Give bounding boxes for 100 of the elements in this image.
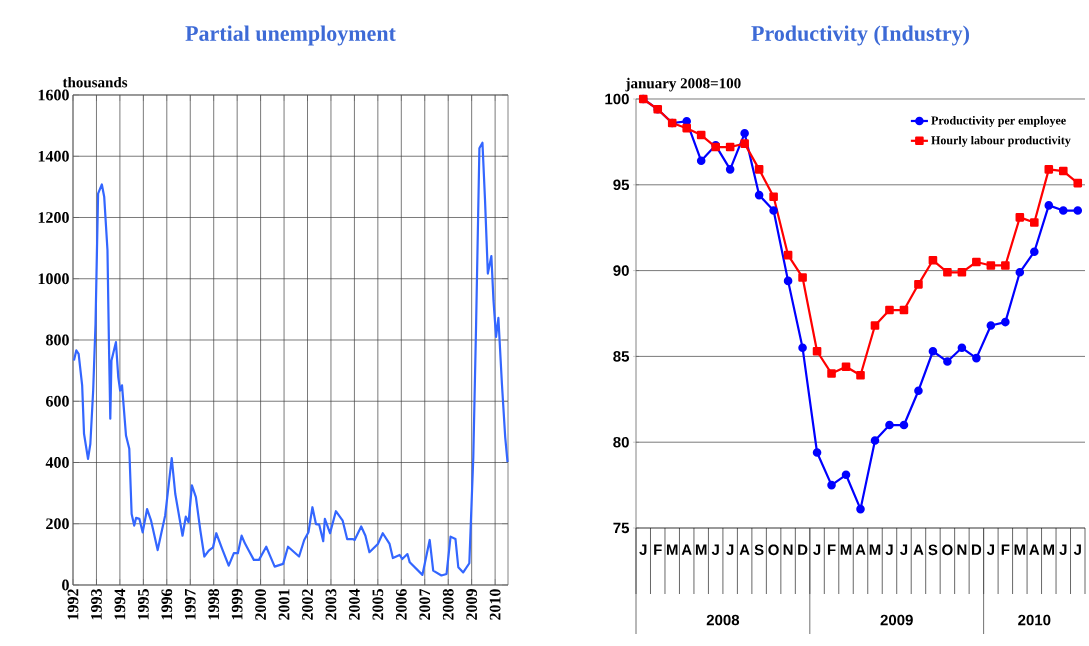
x-tick-label: 2002 [302,589,313,620]
x-tick-label: O [768,544,779,556]
point [1073,206,1083,215]
x-tick-label: 1993 [91,589,102,620]
x-tick-label: M [1014,544,1026,555]
x-tick-label: S [928,544,938,556]
point [769,192,778,202]
y-tick-label: 400 [45,457,69,468]
x-tick-label: A [681,544,692,555]
y-tick-label: 1200 [38,212,69,223]
x-tick-label: S [754,544,764,556]
point [827,480,836,490]
x-tick-label: 2003 [325,589,337,620]
y-tick-label: 800 [46,334,69,346]
x-tick-label: D [798,544,808,555]
point [812,448,822,457]
y-tick-label: 85 [613,351,630,362]
x-tick-label: N [957,544,967,555]
y-tick-label: 80 [613,436,629,448]
y-tick-label: 75 [613,522,630,534]
x-tick-label: 1994 [114,588,126,620]
x-tick-label: 1996 [161,589,173,620]
point [682,123,691,133]
point [914,386,923,396]
point [1058,206,1068,215]
point [1030,218,1039,227]
x-tick-label: A [1029,544,1040,555]
point [740,129,749,138]
x-tick-label: 1992 [67,589,79,620]
x-tick-label: 1997 [184,588,196,620]
point [827,369,836,378]
point [798,273,807,282]
point [769,206,778,215]
point [986,261,996,270]
y-tick-label: 1600 [38,89,69,101]
x-tick-label: N [783,544,793,555]
point [928,346,938,356]
point [725,165,735,174]
x-tick-label: J [813,544,821,555]
x-tick-label: M [869,544,881,555]
point [943,268,952,277]
y-tick-label: 200 [46,518,69,530]
x-tick-label: A [739,544,750,555]
x-tick-label: O [942,544,953,556]
x-tick-label: J [900,544,908,555]
point [696,130,706,140]
point [972,353,981,363]
point [1044,201,1054,210]
x-tick-label: 2000 [255,589,267,620]
x-tick-label: J [986,544,994,555]
point [899,305,909,315]
point [928,256,938,265]
x-tick-label: M [840,544,852,555]
x-tick-label: M [1043,544,1055,555]
point [943,357,952,366]
legend-label: Productivity per employee [931,116,1066,127]
point [1015,268,1025,277]
point [798,343,807,353]
point [812,346,822,356]
point [856,504,865,514]
point [740,139,749,148]
point [856,370,865,380]
x-tick-label: J [1059,544,1067,555]
y-tick-label: 90 [613,265,629,276]
x-tick-label: F [827,544,836,555]
point [696,156,706,166]
point [899,420,909,430]
point [914,280,923,289]
x-tick-label: F [1001,544,1010,555]
x-tick-label: 2005 [372,589,384,620]
point [1044,165,1054,174]
point [957,268,967,277]
point [986,321,996,330]
x-tick-label: 2007 [419,588,431,620]
x-tick-label: 1998 [208,589,220,620]
point [1073,178,1083,188]
x-tick-label: D [971,544,982,555]
y-tick-label: 0 [62,579,69,591]
x-tick-label: M [695,544,707,555]
point [754,190,764,200]
point [1001,317,1010,327]
x-tick-label: 2004 [349,588,360,620]
point [1030,247,1039,257]
y-axis-title: january 2008=100 [625,77,741,92]
x-tick-label: J [726,544,734,555]
y-tick-label: 600 [46,395,69,407]
y-tick-label: 1400 [38,150,69,162]
point [725,142,735,152]
x-tick-label: 2010 [489,589,501,620]
point [1015,213,1025,222]
x-tick-label: J [885,544,893,555]
x-tick-label: 1995 [137,589,149,620]
x-tick-label: 2008 [442,589,454,620]
y-axis-title: thousands [62,76,128,88]
point [1058,166,1068,176]
x-tick-label: 2006 [395,589,407,620]
point [754,165,764,174]
point [870,321,880,330]
x-tick-label: 2009 [466,589,478,620]
x-tick-label: J [639,544,647,555]
